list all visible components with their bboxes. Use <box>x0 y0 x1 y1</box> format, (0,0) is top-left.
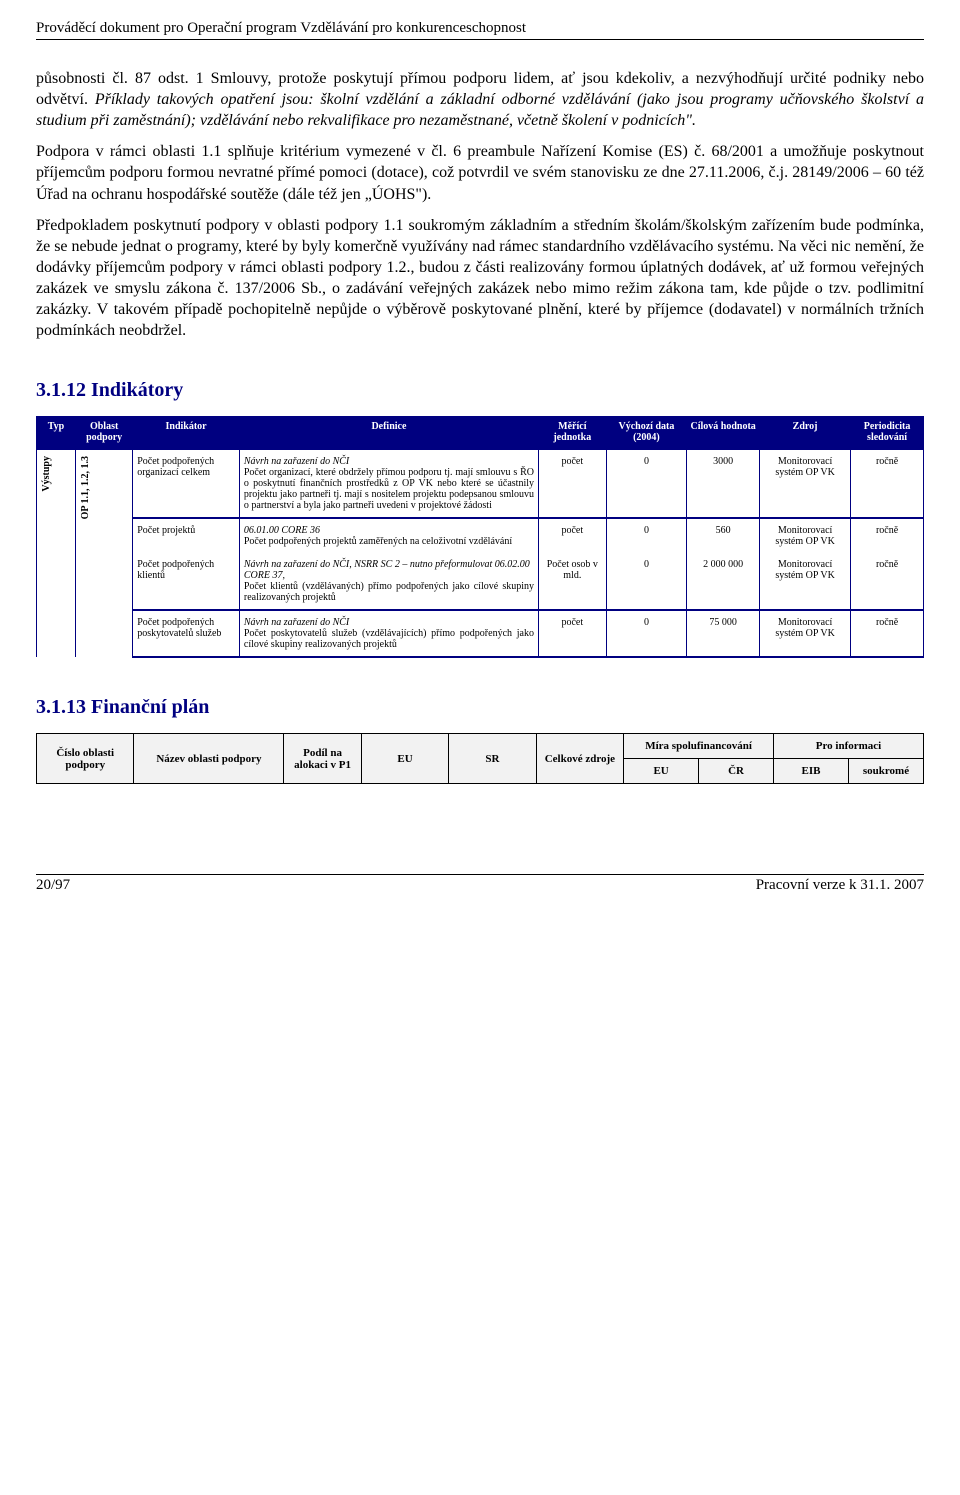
cell-mj: počet <box>539 449 607 517</box>
footer-right: Pracovní verze k 31.1. 2007 <box>756 877 924 894</box>
cell-def: 06.01.00 CORE 36Počet podpořených projek… <box>239 518 538 553</box>
cell-zd: Monitorovací systém OP VK <box>760 518 851 553</box>
p1-italic: Příklady takových opatření jsou: školní … <box>36 91 924 129</box>
def-text: Počet organizací, které obdržely přímou … <box>244 467 534 511</box>
th-mj: Měřící jednotka <box>539 416 607 449</box>
fp-th-s3: EIB <box>774 759 849 784</box>
paragraph-2: Podpora v rámci oblasti 1.1 splňuje krit… <box>36 141 924 204</box>
th-pe: Periodicita sledování <box>851 416 924 449</box>
cell-ch: 2 000 000 <box>687 553 760 609</box>
cell-ch: 3000 <box>687 449 760 517</box>
page-footer: 20/97 Pracovní verze k 31.1. 2007 <box>36 874 924 894</box>
fp-th-s4: soukromé <box>848 759 923 784</box>
cell-def: Návrh na zařazení do NČIPočet poskytovat… <box>239 610 538 656</box>
cell-zd: Monitorovací systém OP VK <box>760 553 851 609</box>
table-row: Výstupy OP 1.1, 1.2, 1.3 Počet podpořený… <box>37 449 924 517</box>
cell-typ: Výstupy <box>37 449 76 657</box>
def-text: Počet klientů (vzdělávaných) přímo podpo… <box>244 581 534 603</box>
cell-pe: ročně <box>851 449 924 517</box>
fp-th-c4: EU <box>361 734 448 784</box>
cell-pe: ročně <box>851 518 924 553</box>
cell-vd: 0 <box>606 449 687 517</box>
cell-vd: 0 <box>606 610 687 656</box>
cell-zd: Monitorovací systém OP VK <box>760 610 851 656</box>
fp-th-s1: EU <box>624 759 699 784</box>
def-italic: Návrh na zařazení do NČI <box>244 456 349 467</box>
th-ind: Indikátor <box>133 416 240 449</box>
footer-left: 20/97 <box>36 877 70 894</box>
cell-vd: 0 <box>606 553 687 609</box>
def-italic: Návrh na zařazení do NČI, NSRR SC 2 – nu… <box>244 559 530 581</box>
cell-ind: Počet podpořených poskytovatelů služeb <box>133 610 240 656</box>
cell-ind: Počet podpořených klientů <box>133 553 240 609</box>
cell-ch: 75 000 <box>687 610 760 656</box>
cell-mj: počet <box>539 610 607 656</box>
cell-mj: počet <box>539 518 607 553</box>
cell-pe: ročně <box>851 553 924 609</box>
op-label: OP 1.1, 1.2, 1.3 <box>80 456 91 519</box>
def-text: Počet poskytovatelů služeb (vzdělávající… <box>244 628 534 650</box>
fp-th-c6: Celkové zdroje <box>536 734 623 784</box>
th-op: Oblast podpory <box>76 416 133 449</box>
def-text: Počet podpořených projektů zaměřených na… <box>244 536 534 547</box>
cell-pe: ročně <box>851 610 924 656</box>
th-typ: Typ <box>37 416 76 449</box>
fp-th-c7: Míra spolufinancování <box>624 734 774 759</box>
th-def: Definice <box>239 416 538 449</box>
th-vd: Výchozí data (2004) <box>606 416 687 449</box>
cell-ind: Počet podpořených organizací celkem <box>133 449 240 517</box>
sep-row <box>37 656 924 657</box>
fp-th-s2: ČR <box>699 759 774 784</box>
cell-mj: Počet osob v mld. <box>539 553 607 609</box>
th-zd: Zdroj <box>760 416 851 449</box>
cell-def: Návrh na zařazení do NČIPočet organizací… <box>239 449 538 517</box>
cell-op: OP 1.1, 1.2, 1.3 <box>76 449 133 657</box>
paragraph-1: působnosti čl. 87 odst. 1 Smlouvy, proto… <box>36 68 924 131</box>
fp-th-c1: Číslo oblasti podpory <box>37 734 134 784</box>
paragraph-3: Předpokladem poskytnutí podpory v oblast… <box>36 215 924 342</box>
table-row: Počet podpořených poskytovatelů služeb N… <box>37 610 924 656</box>
page-header: Prováděcí dokument pro Operační program … <box>36 20 924 40</box>
def-italic: 06.01.00 CORE 36 <box>244 525 320 536</box>
ind-header-row: Typ Oblast podpory Indikátor Definice Mě… <box>37 416 924 444</box>
def-italic: Návrh na zařazení do NČI <box>244 617 349 628</box>
fp-th-c8: Pro informaci <box>774 734 924 759</box>
cell-ch: 560 <box>687 518 760 553</box>
fp-header-row-1: Číslo oblasti podpory Název oblasti podp… <box>37 734 924 759</box>
cell-def: Návrh na zařazení do NČI, NSRR SC 2 – nu… <box>239 553 538 609</box>
cell-vd: 0 <box>606 518 687 553</box>
indicators-table: Typ Oblast podpory Indikátor Definice Mě… <box>36 416 924 658</box>
cell-zd: Monitorovací systém OP VK <box>760 449 851 517</box>
table-row: Počet projektů 06.01.00 CORE 36Počet pod… <box>37 518 924 553</box>
fp-th-c2: Název oblasti podpory <box>134 734 284 784</box>
financial-plan-table: Číslo oblasti podpory Název oblasti podp… <box>36 733 924 784</box>
table-row: Počet podpořených klientů Návrh na zařaz… <box>37 553 924 609</box>
fp-th-c5: SR <box>449 734 536 784</box>
section-financni-plan-title: 3.1.13 Finanční plán <box>36 696 924 719</box>
vystupy-label: Výstupy <box>41 456 52 492</box>
cell-ind: Počet projektů <box>133 518 240 553</box>
fp-th-c3: Podíl na alokaci v P1 <box>284 734 361 784</box>
section-indikatory-title: 3.1.12 Indikátory <box>36 379 924 402</box>
th-ch: Cílová hodnota <box>687 416 760 444</box>
